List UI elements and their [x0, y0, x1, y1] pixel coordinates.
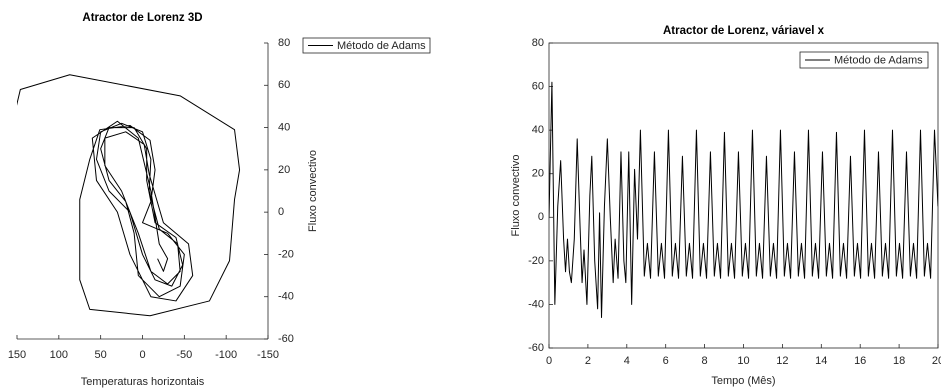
x-tick-label: 12 [776, 355, 788, 367]
y-tick-label: -60 [278, 333, 294, 345]
legend-label: Método de Adams [337, 40, 426, 52]
y-tick-label: -40 [278, 291, 294, 303]
x-tick-label: -50 [176, 349, 192, 361]
x-tick-label: 18 [893, 355, 905, 367]
x-tick-label: -100 [215, 349, 237, 361]
y-tick-label: 60 [278, 79, 290, 91]
y-tick-label: -20 [278, 248, 294, 260]
y-tick-label: -40 [528, 298, 544, 310]
data-line [549, 81, 938, 318]
x-tick-label: 150 [8, 349, 26, 361]
y-tick-label: 80 [532, 37, 544, 49]
x-tick-label: 2 [585, 355, 591, 367]
plot-area [17, 74, 241, 317]
y-tick-label: 20 [532, 168, 544, 180]
chart-title: Atractor de Lorenz, váriavel x [663, 25, 825, 37]
plot-area [549, 81, 938, 318]
y-tick-label: 60 [532, 80, 544, 92]
y-tick-label: -20 [528, 255, 544, 267]
x-tick-label: 0 [546, 355, 552, 367]
y-tick-label: 40 [532, 124, 544, 136]
x-tick-label: 14 [815, 355, 827, 367]
legend-label: Método de Adams [834, 54, 923, 66]
y-tick-label: 40 [278, 121, 290, 133]
x-tick-label: 100 [50, 349, 68, 361]
x-tick-label: 10 [737, 355, 749, 367]
x-tick-label: 6 [663, 355, 669, 367]
data-line [17, 74, 241, 317]
x-tick-label: 16 [854, 355, 866, 367]
x-tick-label: 0 [139, 349, 145, 361]
y-axis-label: Fluxo convectivo [307, 150, 319, 232]
y-tick-label: 20 [278, 164, 290, 176]
y-tick-label: 0 [278, 206, 284, 218]
legend-box [302, 37, 431, 54]
x-tick-label: 4 [624, 355, 630, 367]
y-tick-label: 0 [538, 211, 544, 223]
x-tick-label: 8 [702, 355, 708, 367]
x-tick-label: 20 [932, 355, 941, 367]
x-tick-label: 50 [95, 349, 107, 361]
legend-box [799, 51, 929, 69]
x-axis-label: Tempo (Mês) [711, 375, 775, 387]
x-axis-label: Temperaturas horizontais [81, 376, 205, 388]
chart-title: Atractor de Lorenz 3D [82, 12, 202, 24]
y-tick-label: -60 [528, 342, 544, 354]
x-tick-label: -150 [257, 349, 279, 361]
y-axis-label: Fluxo convectivo [510, 155, 522, 237]
y-tick-label: 80 [278, 37, 290, 49]
